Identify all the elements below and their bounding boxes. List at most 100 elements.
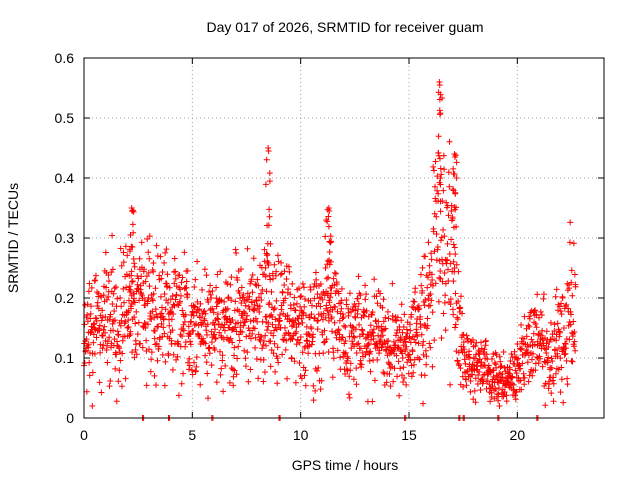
data-point xyxy=(111,307,118,314)
data-point xyxy=(525,322,532,329)
data-point xyxy=(424,284,431,291)
data-point xyxy=(186,355,193,362)
data-point xyxy=(236,289,243,296)
data-point xyxy=(197,300,204,307)
data-point xyxy=(378,344,385,351)
data-point xyxy=(209,287,216,294)
data-point xyxy=(405,352,412,359)
data-point xyxy=(243,316,250,323)
data-point xyxy=(307,286,314,293)
data-point xyxy=(283,275,290,282)
data-point xyxy=(545,344,552,351)
data-point xyxy=(284,312,291,319)
data-point xyxy=(260,356,267,363)
data-point xyxy=(362,282,369,289)
data-point xyxy=(343,301,350,308)
data-point xyxy=(469,337,476,344)
data-point xyxy=(254,318,261,325)
data-point xyxy=(426,340,433,347)
data-point xyxy=(111,317,118,324)
data-point xyxy=(514,341,521,348)
data-point xyxy=(284,375,291,382)
data-point xyxy=(85,341,92,348)
data-point xyxy=(541,345,548,352)
data-point xyxy=(429,363,436,370)
data-point xyxy=(207,282,214,289)
data-point xyxy=(352,314,359,321)
data-point xyxy=(410,298,417,305)
data-point xyxy=(187,319,194,326)
data-point xyxy=(211,346,218,353)
data-point xyxy=(164,299,171,306)
data-point xyxy=(469,371,476,378)
data-point xyxy=(557,329,564,336)
data-point xyxy=(478,345,485,352)
data-point xyxy=(432,195,439,202)
data-point xyxy=(429,309,436,316)
data-point xyxy=(313,367,320,374)
data-point xyxy=(326,261,333,268)
data-point xyxy=(227,281,234,288)
data-point xyxy=(205,395,212,402)
data-point xyxy=(405,370,412,377)
data-point xyxy=(127,248,134,255)
data-point xyxy=(337,299,344,306)
data-point xyxy=(563,301,570,308)
data-point xyxy=(434,187,441,194)
data-point xyxy=(302,382,309,389)
data-point xyxy=(177,286,184,293)
data-point xyxy=(393,329,400,336)
data-point xyxy=(428,297,435,304)
data-point xyxy=(415,340,422,347)
data-point xyxy=(326,249,333,256)
data-point xyxy=(358,361,365,368)
data-point xyxy=(349,323,356,330)
data-point xyxy=(309,302,316,309)
data-point xyxy=(452,206,459,213)
data-point xyxy=(406,334,413,341)
data-point xyxy=(482,337,489,344)
data-point xyxy=(290,301,297,308)
data-point xyxy=(201,266,208,273)
data-point xyxy=(437,110,444,117)
data-point xyxy=(138,239,145,246)
data-point xyxy=(192,367,199,374)
data-point xyxy=(349,338,356,345)
data-point xyxy=(221,298,228,305)
data-point xyxy=(442,327,449,334)
data-point xyxy=(327,233,334,240)
data-point xyxy=(441,269,448,276)
data-point xyxy=(450,170,457,177)
data-point xyxy=(155,323,162,330)
data-point xyxy=(396,392,403,399)
data-point xyxy=(400,364,407,371)
data-point xyxy=(189,371,196,378)
data-point xyxy=(400,342,407,349)
data-point xyxy=(180,327,187,334)
data-point xyxy=(558,300,565,307)
data-point xyxy=(258,297,265,304)
data-point xyxy=(354,310,361,317)
data-point xyxy=(138,273,145,280)
data-point xyxy=(291,294,298,301)
data-point xyxy=(208,294,215,301)
data-point xyxy=(147,368,154,375)
data-point xyxy=(168,316,175,323)
data-point xyxy=(263,342,269,349)
data-point xyxy=(562,340,568,347)
data-point xyxy=(251,301,258,308)
data-point xyxy=(386,370,393,377)
data-point xyxy=(253,297,260,304)
data-point xyxy=(410,369,417,376)
data-point xyxy=(252,344,259,351)
data-point xyxy=(149,297,156,304)
data-point xyxy=(537,308,544,315)
data-point xyxy=(341,350,348,357)
data-point xyxy=(169,327,176,334)
data-point xyxy=(186,366,193,373)
data-point xyxy=(324,258,331,265)
data-point xyxy=(415,306,422,313)
data-point xyxy=(145,294,152,301)
data-point xyxy=(449,306,456,313)
data-point xyxy=(162,358,169,365)
